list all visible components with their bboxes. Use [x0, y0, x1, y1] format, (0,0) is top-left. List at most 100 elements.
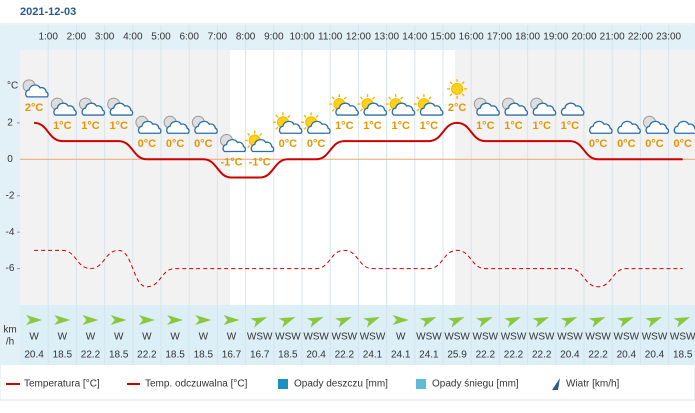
wind-direction: WSW	[247, 332, 273, 343]
temperature-label: 1°C	[504, 120, 523, 132]
wind-direction: WSW	[360, 332, 386, 343]
wind-speed: 22.2	[476, 350, 496, 361]
wind-speed: 18.5	[194, 350, 214, 361]
y-tick-label: -2	[6, 190, 15, 201]
sun-ray	[388, 108, 392, 112]
temperature-label: 1°C	[363, 120, 382, 132]
wind-arrow	[250, 317, 268, 328]
hour-label: 8:00	[236, 32, 256, 43]
wind-speed: 20.4	[24, 350, 44, 361]
plot-day	[230, 50, 455, 305]
wind-direction: W	[227, 332, 237, 343]
hour-label: 7:00	[208, 32, 228, 43]
wind-arrow	[673, 317, 691, 328]
sun-ray	[259, 132, 263, 137]
cloud	[363, 102, 388, 116]
sun-ray	[275, 114, 279, 118]
wind-direction: WSW	[670, 332, 695, 343]
temperature-label: 0°C	[307, 138, 326, 150]
wind-arrow	[560, 317, 578, 328]
sun-ray	[428, 96, 432, 100]
wind-arrow	[138, 315, 155, 325]
temperature-label: -1°C	[249, 156, 271, 168]
weather-icon	[107, 97, 134, 116]
hour-label: 23:00	[656, 32, 681, 43]
wind-arrow	[363, 317, 380, 328]
sun-ray	[331, 96, 335, 100]
hour-label: 2:00	[67, 32, 87, 43]
cloud	[617, 120, 641, 134]
hour-label: 17:00	[487, 32, 512, 43]
feels-like-line	[34, 249, 683, 288]
sun-ray	[461, 93, 465, 97]
wind-arrow	[392, 315, 409, 325]
hour-label: 4:00	[123, 32, 143, 43]
wind-direction: WSW	[275, 332, 301, 343]
sun-ray	[247, 132, 251, 137]
weather-icon	[643, 115, 670, 134]
wind-unit: km	[3, 325, 16, 336]
wind-direction: WSW	[642, 332, 668, 343]
temperature-label: 0°C	[138, 138, 157, 150]
weather-icon	[447, 78, 468, 99]
legend-swatch	[416, 379, 426, 389]
y-tick-label: 0	[7, 154, 13, 165]
cloud	[250, 139, 275, 153]
temperature-line	[33, 121, 683, 179]
wind-arrow	[195, 315, 212, 325]
wind-speed: 22.2	[504, 350, 524, 361]
cloud	[194, 120, 218, 134]
hour-label: 22:00	[628, 32, 653, 43]
cloud	[307, 120, 331, 134]
hour-label: 21:00	[600, 32, 625, 43]
temperature-label: 1°C	[109, 120, 128, 132]
sun-ray	[331, 108, 335, 112]
cloud	[53, 102, 77, 116]
temperature-label: 0°C	[645, 138, 664, 150]
wind-direction: W	[170, 332, 180, 343]
sun-ray	[247, 144, 251, 149]
wind-arrow	[26, 315, 43, 325]
wind-direction: WSW	[585, 332, 611, 343]
sun	[451, 82, 464, 95]
hour-label: 14:00	[402, 32, 427, 43]
weather-icon	[589, 120, 613, 134]
legend-label: Temperatura [°C]	[24, 379, 100, 390]
cloud	[589, 120, 613, 134]
weather-icon	[329, 94, 359, 116]
hour-label: 3:00	[95, 32, 115, 43]
temperature-label: 1°C	[391, 120, 410, 132]
legend-label: Opady deszczu [mm]	[294, 379, 388, 390]
weather-icon	[244, 130, 275, 153]
y-unit: °C	[7, 81, 18, 92]
hour-label: 13:00	[374, 32, 399, 43]
weather-icon	[272, 112, 303, 134]
wind-speed: 22.2	[335, 350, 355, 361]
cloud	[476, 102, 500, 116]
hour-label: 12:00	[346, 32, 371, 43]
temperature-label: 0°C	[279, 138, 298, 150]
weather-icon	[502, 97, 529, 116]
wind-direction: W	[114, 332, 124, 343]
wind-direction: WSW	[416, 332, 442, 343]
weather-icon	[473, 97, 500, 116]
wind-unit: /h	[6, 337, 14, 348]
temperature-label: 0°C	[166, 138, 185, 150]
cloud	[673, 120, 695, 134]
cloud	[109, 102, 134, 116]
cloud	[504, 102, 529, 116]
weather-icon	[22, 79, 49, 98]
wind-direction: W	[142, 332, 152, 343]
wind-arrow	[306, 317, 324, 328]
cloud	[335, 102, 359, 116]
hour-label: 11:00	[318, 32, 343, 43]
wind-arrow	[532, 317, 550, 328]
temperature-label: 1°C	[335, 120, 354, 132]
cloud	[81, 102, 106, 116]
weather-icon	[220, 134, 247, 153]
sun-ray	[371, 96, 376, 100]
hour-label: 16:00	[459, 32, 484, 43]
wind-direction: WSW	[332, 332, 358, 343]
wind-speed: 16.7	[250, 350, 270, 361]
hour-label: 6:00	[179, 32, 199, 43]
